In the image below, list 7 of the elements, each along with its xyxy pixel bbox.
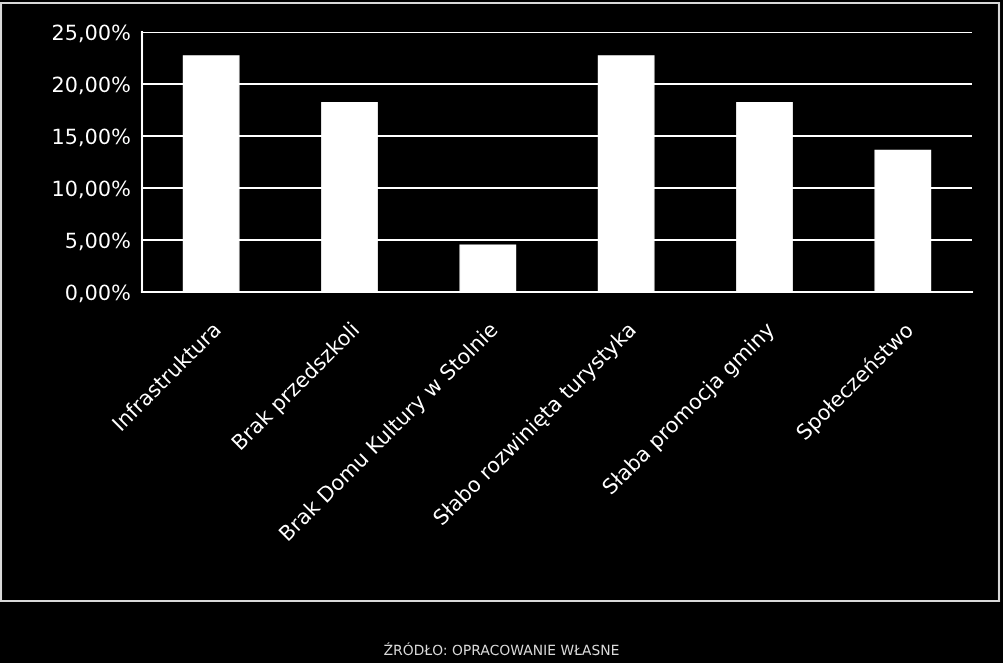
y-tick-label: 20,00% <box>52 76 130 95</box>
text: ŹRÓDŁO: OPRACOWANIE WŁASNE <box>384 642 619 656</box>
y-tick-label: 5,00% <box>66 232 130 251</box>
y-tick-label: 15,00% <box>53 128 130 147</box>
y-tick-label: 25,00% <box>52 24 130 43</box>
y-tick-label: 10,00% <box>53 180 130 199</box>
y-tick-label: 0,00% <box>66 284 130 303</box>
